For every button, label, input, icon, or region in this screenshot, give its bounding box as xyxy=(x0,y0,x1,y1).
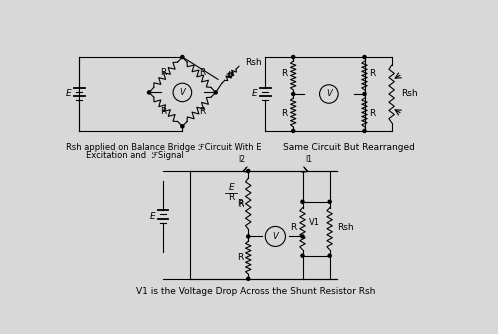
Circle shape xyxy=(363,129,366,133)
Text: E: E xyxy=(149,212,155,221)
Text: R: R xyxy=(160,68,166,77)
Text: R: R xyxy=(369,109,375,118)
Text: V: V xyxy=(272,232,278,241)
Circle shape xyxy=(214,91,217,94)
Text: R: R xyxy=(281,109,287,118)
Text: Excitation and  ℱSignal: Excitation and ℱSignal xyxy=(86,151,183,160)
Circle shape xyxy=(301,200,304,203)
Text: I1: I1 xyxy=(305,155,312,164)
Text: V1: V1 xyxy=(309,218,320,227)
Text: Rsh: Rsh xyxy=(337,223,354,232)
Text: V: V xyxy=(179,88,185,97)
Circle shape xyxy=(247,169,250,173)
Text: E: E xyxy=(228,183,234,192)
Text: R: R xyxy=(238,253,244,262)
Circle shape xyxy=(173,83,192,102)
Circle shape xyxy=(292,93,295,96)
Circle shape xyxy=(181,125,184,128)
Text: R: R xyxy=(199,68,205,77)
Circle shape xyxy=(328,254,331,257)
Text: R: R xyxy=(199,107,205,116)
Text: Rsh: Rsh xyxy=(401,90,417,99)
Circle shape xyxy=(328,200,331,203)
Circle shape xyxy=(301,235,304,238)
Text: E: E xyxy=(66,90,71,99)
Circle shape xyxy=(363,93,366,96)
Text: R: R xyxy=(228,193,235,202)
Circle shape xyxy=(181,55,184,58)
Text: E: E xyxy=(251,90,257,99)
Circle shape xyxy=(247,235,250,238)
Text: R: R xyxy=(238,199,244,208)
Text: R: R xyxy=(281,69,287,78)
Circle shape xyxy=(320,85,338,103)
Circle shape xyxy=(265,226,285,246)
Text: Rsh applied on Balance Bridge ℱCircuit With E: Rsh applied on Balance Bridge ℱCircuit W… xyxy=(66,143,261,152)
Text: R: R xyxy=(290,223,296,232)
Text: Rsh: Rsh xyxy=(245,58,262,67)
Text: R: R xyxy=(369,69,375,78)
Circle shape xyxy=(247,277,250,280)
Text: I2: I2 xyxy=(239,155,246,164)
Circle shape xyxy=(292,129,295,133)
Circle shape xyxy=(301,254,304,257)
Text: V: V xyxy=(326,90,332,99)
Text: Same Circuit But Rearranged: Same Circuit But Rearranged xyxy=(283,143,415,152)
Circle shape xyxy=(147,91,150,94)
Text: R: R xyxy=(238,200,243,209)
Text: V1 is the Voltage Drop Across the Shunt Resistor Rsh: V1 is the Voltage Drop Across the Shunt … xyxy=(135,287,375,296)
Circle shape xyxy=(363,55,366,58)
Text: R: R xyxy=(160,107,166,116)
Circle shape xyxy=(292,55,295,58)
